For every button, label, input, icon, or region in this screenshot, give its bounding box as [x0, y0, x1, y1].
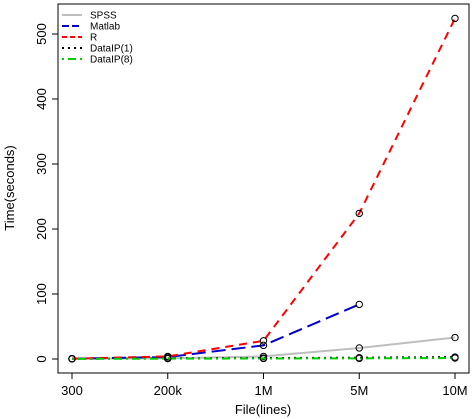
data-point [451, 354, 459, 362]
series-layer [68, 14, 459, 363]
series-line [71, 17, 456, 360]
y-tick-label: 400 [34, 88, 49, 110]
y-axis-title: Time(seconds) [2, 145, 17, 230]
legend-item: DataIP(1) [62, 44, 133, 55]
x-tick-label: 200k [154, 383, 183, 398]
data-point [355, 354, 363, 363]
y-tick-label: 500 [34, 23, 49, 45]
data-point [355, 209, 363, 218]
y-tick-label: 300 [34, 153, 49, 175]
y-tick-label: 0 [34, 355, 49, 362]
data-point [451, 333, 459, 342]
data-point [164, 354, 172, 363]
data-point [451, 14, 459, 23]
data-point [164, 352, 172, 361]
x-tick-label: 5M [350, 383, 368, 398]
legend-label: Matlab [90, 22, 120, 33]
legend-label: SPSS [90, 11, 117, 22]
y-axis: 0 100 200 300 400 500 [34, 23, 59, 363]
data-point [259, 337, 268, 345]
legend-item: SPSS [62, 11, 117, 22]
legend-label: DataIP(1) [90, 44, 133, 55]
data-point [259, 354, 268, 363]
x-tick-label: 10M [442, 383, 467, 398]
series-line [71, 357, 456, 360]
series-r [68, 14, 459, 363]
data-point [355, 344, 363, 352]
series-line [71, 303, 360, 360]
x-axis-title: File(lines) [235, 402, 291, 417]
x-axis: 300 200k 1M 5M 10M [61, 372, 468, 398]
y-tick-label: 200 [34, 218, 49, 240]
legend-label: R [90, 33, 97, 44]
legend-item: R [62, 33, 97, 44]
series-matlab [68, 300, 363, 363]
legend-item: Matlab [62, 22, 120, 33]
legend-item: DataIP(8) [62, 55, 133, 66]
data-point [259, 341, 268, 350]
data-point [355, 300, 363, 309]
x-tick-label: 300 [61, 383, 83, 398]
series-dataip-8- [68, 354, 459, 363]
x-tick-label: 1M [254, 383, 272, 398]
data-point [68, 355, 76, 363]
y-tick-label: 100 [34, 283, 49, 305]
legend-label: DataIP(8) [90, 55, 133, 66]
